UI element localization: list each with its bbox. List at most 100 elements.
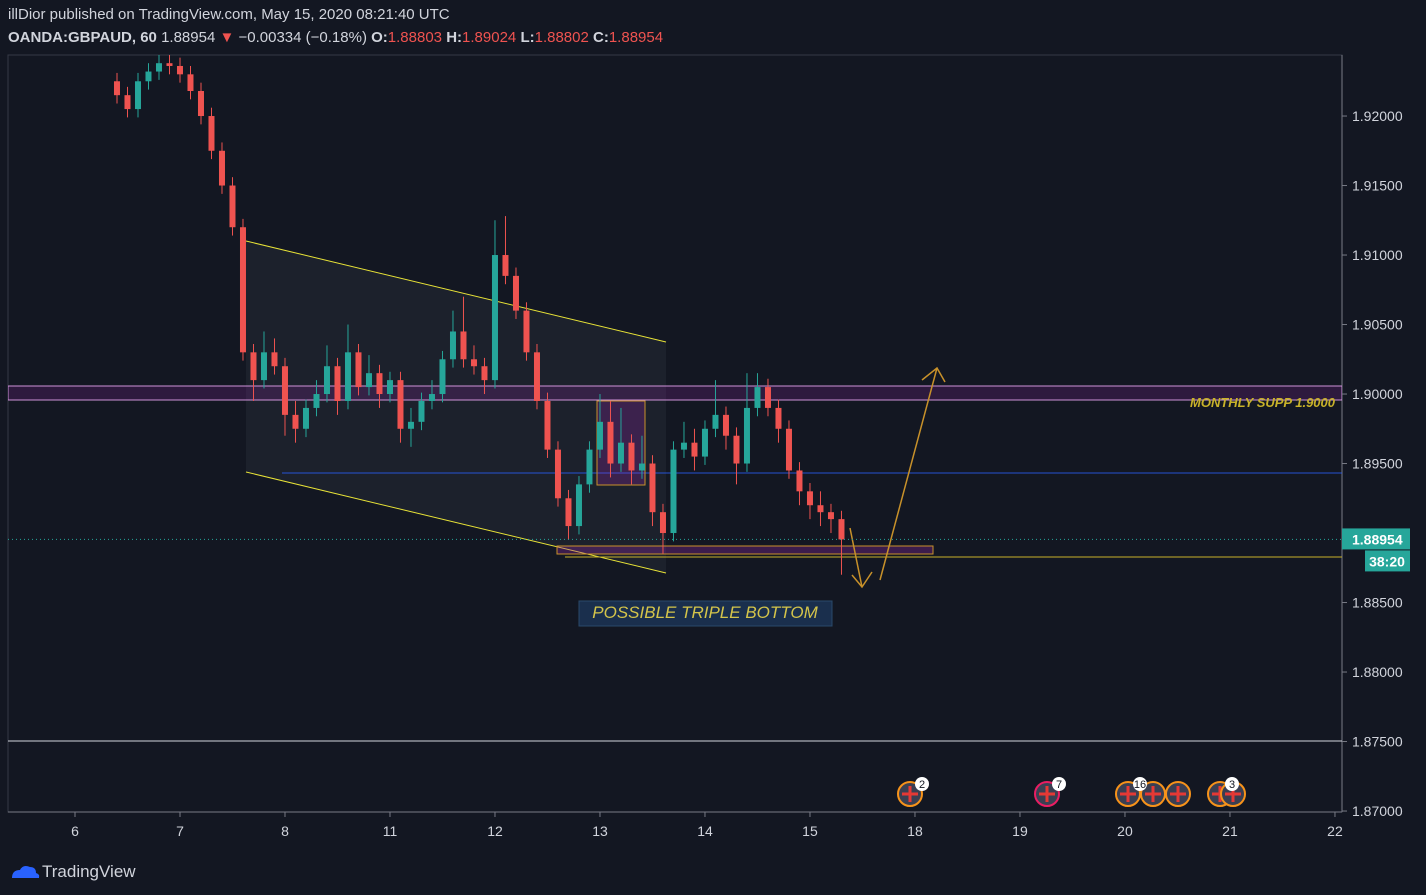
candle-body — [596, 421, 603, 450]
candle-body — [344, 352, 351, 401]
logo: TradingView — [12, 862, 136, 881]
flag-cross — [1145, 786, 1161, 802]
drawings — [8, 240, 1342, 589]
candle-body — [302, 407, 309, 429]
candle-body — [733, 435, 740, 464]
candle-body — [271, 352, 278, 367]
candle-body — [796, 470, 803, 492]
candle-body — [628, 442, 635, 471]
countdown: 38:20 — [1369, 553, 1405, 569]
candle-body — [187, 74, 194, 92]
event-count: 16 — [1134, 779, 1146, 791]
event-badge — [1052, 777, 1066, 791]
candle-body — [439, 359, 446, 395]
last: 1.88954 — [161, 29, 216, 46]
candle-body — [376, 373, 383, 395]
candle-body — [250, 352, 257, 381]
candle-body — [124, 95, 131, 110]
x-tick-label: 21 — [1222, 823, 1238, 839]
y-tick-label: 1.91000 — [1352, 247, 1403, 263]
candle-body — [218, 150, 225, 186]
candle-body — [334, 366, 341, 401]
candle-body — [533, 352, 540, 401]
candle-body — [575, 484, 582, 527]
candle-body — [565, 498, 572, 527]
channel-top — [245, 240, 667, 343]
candle-body — [838, 519, 845, 540]
x-tick-label: 15 — [802, 823, 818, 839]
price-box — [1342, 528, 1410, 550]
y-tick-label: 1.90000 — [1352, 386, 1403, 402]
y-tick-label: 1.88500 — [1352, 595, 1403, 611]
x-tick-label: 19 — [1012, 823, 1028, 839]
candle-body — [785, 428, 792, 471]
candle-body — [166, 63, 173, 66]
x-tick-label: 8 — [281, 823, 289, 839]
candle-body — [827, 512, 834, 520]
x-tick-label: 13 — [592, 823, 608, 839]
candle-body — [680, 442, 687, 450]
y-tick-label: 1.91500 — [1352, 178, 1403, 194]
y-tick-label: 1.89500 — [1352, 456, 1403, 472]
arrow: ▼ — [219, 29, 235, 46]
annotation: POSSIBLE TRIPLE BOTTOM — [592, 603, 818, 622]
candle-body — [701, 428, 708, 457]
flag-cross — [1170, 786, 1186, 802]
candle-body — [355, 352, 362, 388]
candle-body — [586, 449, 593, 485]
candle-body — [764, 387, 771, 408]
symbol: OANDA:GBPAUD, 60 — [8, 29, 157, 46]
flag-cross — [1039, 786, 1055, 802]
x-tick-label: 11 — [383, 823, 398, 839]
candle-body — [229, 185, 236, 228]
c-label: C: — [593, 29, 609, 46]
x-tick-label: 7 — [176, 823, 184, 839]
arrow-down-head — [851, 571, 873, 589]
candle-body — [617, 442, 624, 464]
candle-body — [397, 380, 404, 429]
event-count: 2 — [919, 779, 925, 791]
symbol-line: OANDA:GBPAUD, 60 1.88954 ▼ −0.00334 (−0.… — [8, 29, 663, 46]
l-label: L: — [520, 29, 535, 46]
event-count: 7 — [1056, 779, 1062, 791]
arrow-down — [849, 527, 863, 588]
candle-body — [659, 512, 666, 534]
arrow-up — [879, 367, 938, 581]
y-tick-label: 1.92000 — [1352, 108, 1403, 124]
logo-icon — [12, 866, 40, 878]
o: 1.88803 — [387, 29, 443, 46]
event-badge — [915, 777, 929, 791]
candle-body — [386, 380, 393, 395]
event-badge — [1225, 777, 1239, 791]
l: 1.88802 — [534, 29, 589, 46]
x-tick-label: 18 — [907, 823, 923, 839]
candle-body — [722, 414, 729, 436]
candle-body — [712, 414, 719, 429]
candle-body — [113, 81, 120, 96]
candle-body — [239, 227, 246, 353]
candle-body — [323, 366, 330, 395]
candle-body — [649, 463, 656, 513]
candle-body — [481, 366, 488, 381]
supply-zone — [8, 385, 1342, 401]
candle-body — [428, 394, 435, 401]
candle-body — [638, 463, 645, 471]
candle-body — [449, 331, 456, 360]
footer: TradingView — [42, 862, 136, 881]
y-tick-label: 1.88000 — [1352, 664, 1403, 680]
candle-body — [176, 65, 183, 75]
candle-body — [281, 366, 288, 415]
arrow-up-head — [921, 366, 946, 383]
candle-body — [512, 275, 519, 311]
annotation-box — [578, 600, 833, 627]
event-badge — [1133, 777, 1147, 791]
c: 1.88954 — [608, 29, 664, 46]
published-line: illDior published on TradingView.com, Ma… — [8, 6, 450, 23]
x-tick-label: 6 — [71, 823, 79, 839]
change: −0.00334 (−0.18%) — [238, 29, 367, 46]
y-tick-label: 1.87000 — [1352, 803, 1403, 819]
flag-cross — [1120, 786, 1136, 802]
candle-body — [470, 359, 477, 367]
